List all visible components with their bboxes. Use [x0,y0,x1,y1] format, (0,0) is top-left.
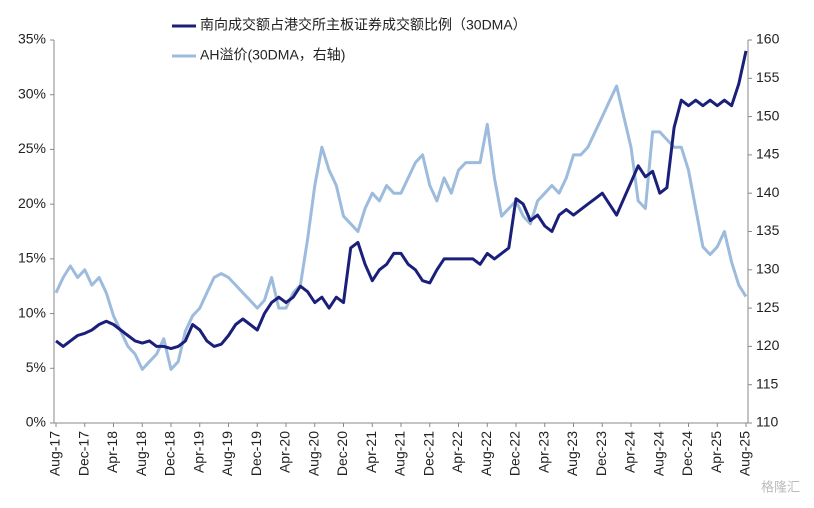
y-tick-label: 30% [18,85,46,101]
y2-tick-label: 130 [756,261,780,277]
y2-tick-label: 115 [756,375,779,391]
watermark: 格隆汇 [761,479,800,494]
y2-tick-label: 150 [756,107,780,123]
x-tick-label: Aug-23 [564,431,580,476]
legend-label: 南向成交额占港交所主板证券成交额比例（30DMA） [200,17,527,33]
x-tick-label: Dec-24 [679,431,695,476]
y2-tick-label: 155 [756,69,780,85]
x-tick-label: Aug-20 [305,431,321,476]
x-tick-label: Apr-18 [104,431,120,473]
x-tick-label: Aug-25 [737,431,753,476]
x-tick-label: Dec-22 [507,431,523,476]
x-tick-label: Aug-18 [133,431,149,476]
y2-tick-label: 140 [756,184,780,200]
legend-label: AH溢价(30DMA，右轴) [200,47,345,63]
x-tick-label: Apr-20 [277,431,293,473]
y2-tick-label: 110 [756,414,779,430]
y2-tick-label: 145 [756,146,780,162]
y2-tick-label: 125 [756,299,780,315]
x-tick-label: Apr-25 [708,431,724,473]
x-tick-label: Apr-23 [535,431,551,473]
series-line [54,84,748,371]
x-tick-label: Dec-19 [248,431,264,476]
x-tick-label: Apr-22 [449,431,465,473]
y-tick-label: 35% [18,31,46,47]
x-tick-label: Aug-19 [219,431,235,476]
x-tick-label: Aug-21 [392,431,408,476]
x-tick-label: Aug-24 [650,431,666,476]
x-tick-label: Apr-19 [190,431,206,473]
x-tick-label: Aug-22 [478,431,494,476]
y-tick-label: 25% [18,140,46,156]
y-tick-label: 5% [26,359,46,375]
x-tick-label: Dec-21 [420,431,436,476]
x-tick-label: Apr-21 [363,431,379,473]
y-tick-label: 0% [26,414,46,430]
series-line [55,50,748,351]
x-tick-label: Dec-17 [75,431,91,476]
x-tick-label: Apr-24 [622,431,638,473]
x-tick-label: Dec-23 [593,431,609,476]
y2-tick-label: 135 [756,222,780,238]
x-tick-label: Dec-18 [162,431,178,476]
x-tick-label: Dec-20 [334,431,350,476]
y-tick-label: 15% [18,250,46,266]
y2-tick-label: 160 [756,31,780,47]
y2-tick-label: 120 [756,337,780,353]
x-tick-label: Aug-17 [47,431,63,476]
y-tick-label: 10% [18,304,46,320]
y-tick-label: 20% [18,195,46,211]
